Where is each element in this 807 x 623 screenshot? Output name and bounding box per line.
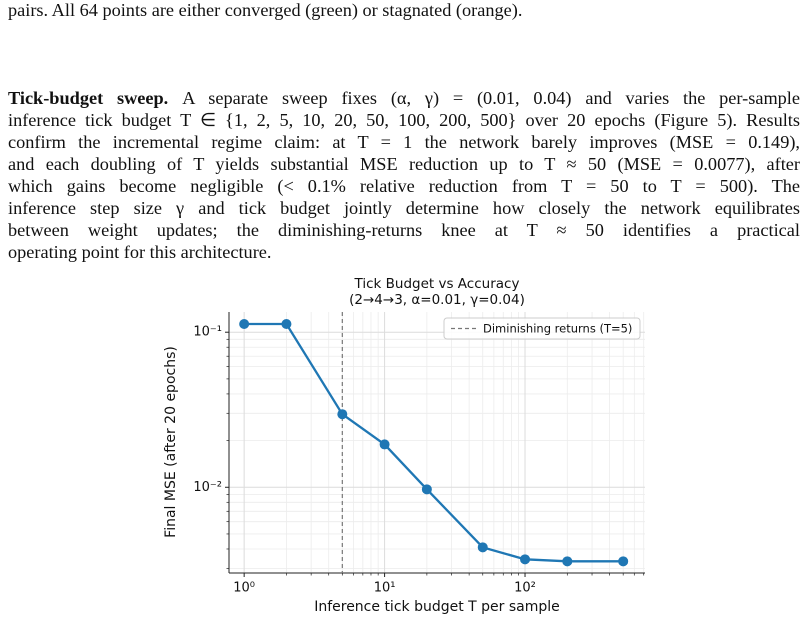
data-point	[520, 554, 531, 565]
intro-line: pairs. All 64 points are either converge…	[8, 0, 523, 20]
paragraph-line: confirm the incremental regime claim: at…	[8, 132, 800, 152]
y-axis-label: Final MSE (after 20 epochs)	[163, 346, 179, 538]
x-tick-label: 10⁰	[233, 581, 255, 596]
chart-subtitle: (2→4→3, α=0.01, γ=0.04)	[349, 292, 525, 308]
paragraph-text: A separate sweep fixes (α, γ) = (0.01, 0…	[182, 88, 800, 108]
paragraph-line: inference step size γ and tick budget jo…	[8, 198, 800, 218]
data-point	[477, 542, 488, 553]
data-point	[281, 318, 292, 329]
x-axis-label: Inference tick budget T per sample	[314, 599, 560, 615]
data-point	[421, 484, 432, 495]
data-point	[618, 556, 629, 567]
data-point	[239, 318, 250, 329]
paragraph-line: and each doubling of T yields substantia…	[8, 154, 800, 174]
paragraph-heading: Tick-budget sweep.	[8, 88, 169, 108]
y-tick-label: 10⁻²	[193, 480, 222, 495]
x-tick-label: 10¹	[374, 581, 396, 596]
data-point	[379, 439, 390, 450]
x-tick-label: 10²	[514, 581, 536, 596]
paragraph-line: inference tick budget T ∈ {1, 2, 5, 10, …	[8, 110, 800, 130]
legend-label: Diminishing returns (T=5)	[483, 322, 632, 336]
y-tick-label: 10⁻¹	[193, 325, 222, 340]
paragraph-line: between weight updates; the diminishing-…	[8, 220, 800, 240]
paragraph-line: Tick-budget sweep. A separate sweep fixes…	[8, 88, 800, 109]
legend-box	[443, 317, 641, 340]
data-point	[562, 556, 573, 567]
data-point	[337, 409, 348, 420]
data-line	[244, 322, 624, 563]
paragraph-line: operating point for this architecture.	[8, 242, 272, 262]
paragraph-line: which gains become negligible (< 0.1% re…	[8, 176, 800, 196]
chart-title: Tick Budget vs Accuracy	[354, 276, 520, 292]
